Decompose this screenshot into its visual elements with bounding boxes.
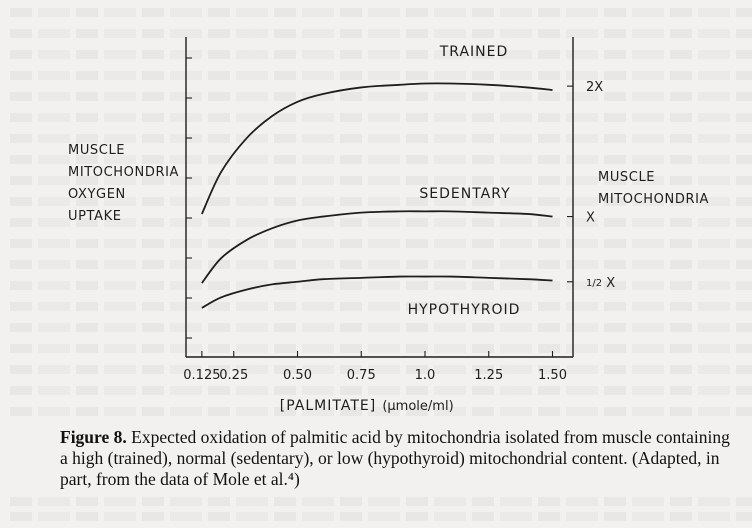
figure-caption: Figure 8. Expected oxidation of palmitic…	[60, 427, 740, 490]
x-axis-label: [PALMITATE]	[280, 398, 376, 414]
chart-axes	[185, 37, 574, 358]
y-right-tick-label: 1/2 X	[586, 276, 615, 291]
chart-series	[201, 82, 553, 309]
x-tick-label: 1.0	[415, 368, 436, 383]
x-axis-unit: (μmole/ml)	[382, 399, 453, 414]
y-axis-right-label: MUSCLE	[598, 170, 655, 185]
x-tick-label: 0.125	[183, 368, 220, 383]
series-label: TRAINED	[439, 44, 509, 60]
y-right-tick-label: X	[586, 211, 595, 226]
figure-label: Figure 8.	[60, 427, 127, 447]
y-axis-right-label: MITOCHONDRIA	[598, 192, 709, 207]
series-label: HYPOTHYROID	[408, 302, 521, 318]
y-axis-left-label: UPTAKE	[68, 209, 122, 224]
x-tick-label: 1.50	[538, 368, 567, 383]
y-right-tick-label: 2X	[586, 80, 603, 95]
series-line-hypothyroid	[201, 275, 553, 309]
y-axis-left-label: OXYGEN	[68, 187, 126, 202]
series-line-sedentary	[201, 210, 553, 284]
series-label: SEDENTARY	[419, 186, 510, 202]
x-tick-label: 0.75	[347, 368, 376, 383]
x-tick-label: 1.25	[474, 368, 503, 383]
figure-caption-text: Expected oxidation of palmitic acid by m…	[60, 427, 730, 489]
y-axis-left-label: MUSCLE	[68, 143, 125, 158]
y-axis-left-label: MITOCHONDRIA	[68, 165, 179, 180]
x-tick-label: 0.50	[283, 368, 312, 383]
x-tick-label: 0.25	[219, 368, 248, 383]
series-line-trained	[201, 82, 553, 215]
